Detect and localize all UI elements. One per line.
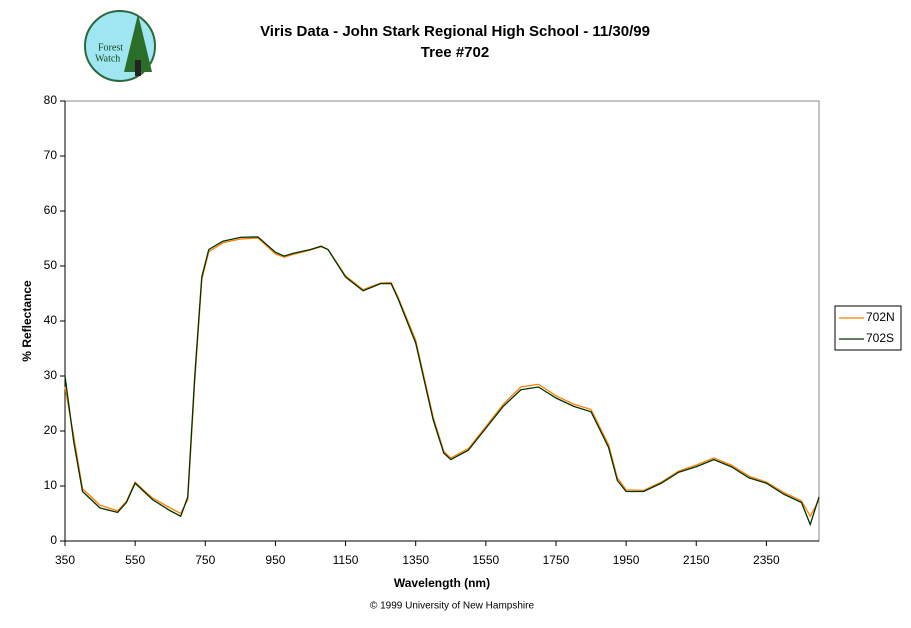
x-tick-label: 1550 — [472, 553, 499, 567]
x-axis-label: Wavelength (nm) — [394, 576, 490, 590]
chart-subtitle: Tree #702 — [421, 44, 489, 61]
footer: © 1999 University of New Hampshire — [370, 601, 535, 612]
y-tick-label: 60 — [44, 203, 58, 217]
x-tick-label: 2150 — [683, 553, 710, 567]
series-line — [64, 236, 820, 527]
logo-tree — [124, 14, 152, 72]
legend-label: 702S — [866, 331, 894, 345]
x-tick-label: 1750 — [543, 553, 570, 567]
series-line — [64, 237, 820, 518]
x-tick-label: 950 — [265, 553, 285, 567]
y-tick-label: 40 — [44, 313, 58, 327]
y-tick-label: 10 — [44, 478, 58, 492]
x-tick-label: 2350 — [753, 553, 780, 567]
legend-label: 702N — [866, 310, 895, 324]
x-tick-label: 1150 — [333, 553, 359, 567]
x-tick-label: 1950 — [613, 553, 640, 567]
legend — [834, 305, 902, 351]
y-tick-label: 80 — [44, 93, 58, 107]
plot-frame — [64, 100, 820, 542]
x-tick-label: 550 — [125, 553, 145, 567]
y-tick-label: 20 — [44, 423, 58, 437]
logo-text: Forest — [98, 42, 123, 53]
x-tick-label: 350 — [55, 553, 75, 567]
x-tick-label: 1350 — [402, 553, 429, 567]
logo: Forest Watch — [84, 10, 156, 82]
chart-title: Viris Data - John Stark Regional High Sc… — [260, 23, 650, 40]
y-axis-label: % Reflectance — [20, 280, 34, 362]
logo-trunk — [135, 60, 141, 76]
logo-text: Watch — [95, 53, 120, 64]
x-tick-label: 750 — [195, 553, 215, 567]
y-tick-label: 50 — [44, 258, 58, 272]
y-tick-label: 30 — [44, 368, 58, 382]
y-tick-label: 0 — [50, 533, 57, 547]
y-tick-label: 70 — [44, 148, 58, 162]
